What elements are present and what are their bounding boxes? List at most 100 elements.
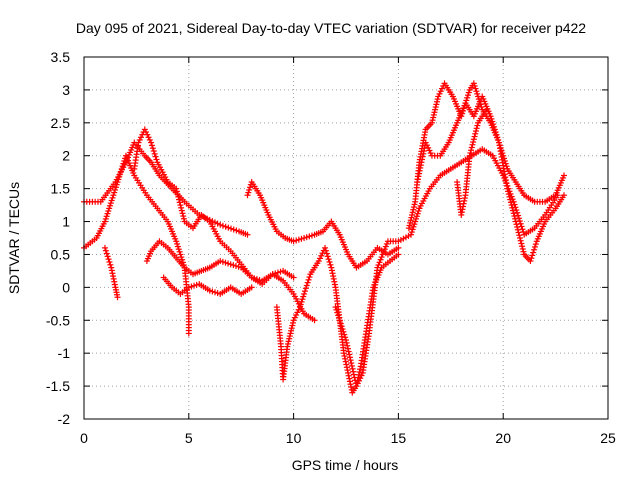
data-point xyxy=(120,160,127,167)
x-tick-label: 0 xyxy=(80,430,88,446)
data-point xyxy=(180,213,187,220)
data-point xyxy=(503,180,510,187)
data-point xyxy=(178,204,185,211)
data-point xyxy=(245,189,252,196)
data-point xyxy=(174,240,181,247)
data-point xyxy=(303,234,310,241)
data-point xyxy=(104,253,111,260)
data-point xyxy=(298,298,305,305)
data-point xyxy=(335,312,342,319)
data-point xyxy=(110,192,117,199)
data-point xyxy=(474,122,481,129)
data-point xyxy=(288,327,295,334)
data-point xyxy=(108,197,115,204)
data-point xyxy=(185,330,192,337)
data-point xyxy=(348,362,355,369)
data-point xyxy=(517,237,524,244)
data-point xyxy=(435,93,442,100)
data-point xyxy=(299,296,306,303)
data-point xyxy=(295,306,302,313)
data-point xyxy=(407,217,414,224)
data-point xyxy=(246,186,253,193)
y-tick-label: 0.5 xyxy=(51,246,71,262)
data-point xyxy=(112,184,119,191)
data-point xyxy=(489,118,496,125)
data-point xyxy=(519,243,526,250)
data-point xyxy=(470,136,477,143)
data-point xyxy=(518,240,525,247)
data-point xyxy=(148,139,155,146)
y-tick-label: -0.5 xyxy=(46,312,70,328)
data-point xyxy=(504,183,511,190)
data-point xyxy=(145,134,152,141)
data-point xyxy=(395,244,402,251)
data-point xyxy=(342,334,349,341)
data-point xyxy=(355,377,362,384)
data-point xyxy=(515,212,522,219)
data-point xyxy=(185,284,192,291)
data-point xyxy=(173,188,180,195)
data-point xyxy=(322,247,329,254)
data-point xyxy=(532,241,539,248)
data-point xyxy=(408,229,415,236)
data-point xyxy=(509,196,516,203)
data-point xyxy=(514,209,521,216)
data-point xyxy=(473,125,480,132)
data-point xyxy=(343,339,350,346)
data-point xyxy=(473,88,480,95)
data-point xyxy=(293,237,300,244)
data-point xyxy=(174,191,181,198)
data-point xyxy=(301,290,308,297)
data-point xyxy=(116,173,123,180)
data-point xyxy=(428,119,435,126)
data-point xyxy=(293,312,300,319)
data-point xyxy=(519,245,526,252)
data-point xyxy=(465,89,472,96)
data-point xyxy=(531,246,538,253)
data-point xyxy=(112,186,119,193)
data-point xyxy=(317,255,324,262)
data-point xyxy=(470,80,477,87)
data-point xyxy=(478,104,485,111)
data-point xyxy=(471,82,478,89)
data-point xyxy=(284,340,291,347)
data-point xyxy=(490,123,497,130)
data-point xyxy=(150,148,157,155)
data-point xyxy=(118,165,125,172)
y-tick-label: 1 xyxy=(62,214,70,230)
data-point xyxy=(431,109,438,116)
data-point xyxy=(340,328,347,335)
data-point xyxy=(217,221,224,228)
data-point xyxy=(304,279,311,286)
data-point xyxy=(406,222,413,229)
data-point xyxy=(148,142,155,149)
data-markers xyxy=(81,80,567,396)
data-point xyxy=(306,233,313,240)
data-point xyxy=(512,204,519,211)
data-point xyxy=(109,194,116,201)
data-point xyxy=(490,121,497,128)
data-point xyxy=(114,179,121,186)
data-point xyxy=(410,206,417,213)
data-point xyxy=(343,337,349,344)
data-point xyxy=(433,101,440,108)
data-point xyxy=(217,258,224,265)
data-point xyxy=(358,372,365,379)
x-tick-label: 10 xyxy=(286,430,302,446)
data-point xyxy=(380,248,387,255)
data-point xyxy=(375,261,382,268)
x-axis-label: GPS time / hours xyxy=(292,457,399,473)
data-point xyxy=(135,139,142,146)
data-point xyxy=(474,90,481,97)
data-point xyxy=(286,335,293,342)
data-point xyxy=(467,149,474,156)
data-point xyxy=(336,317,343,324)
data-point xyxy=(493,131,500,138)
data-point xyxy=(106,258,113,265)
data-point xyxy=(377,256,384,263)
data-point xyxy=(348,360,355,367)
data-point xyxy=(506,188,513,195)
data-point xyxy=(323,250,330,257)
data-point xyxy=(560,172,567,179)
